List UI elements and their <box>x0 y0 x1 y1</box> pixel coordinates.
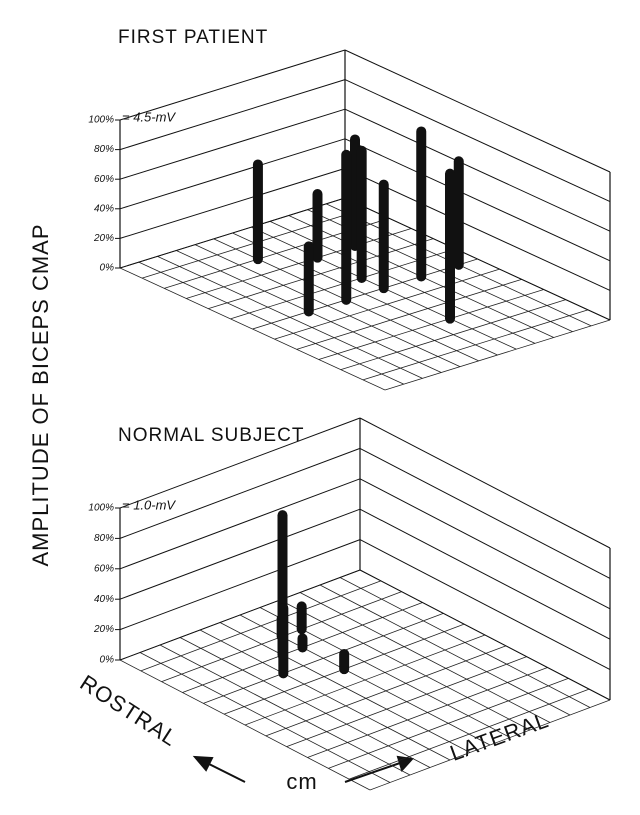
grid-line <box>359 417 611 549</box>
z-tick-label: 0% <box>100 263 115 274</box>
grid-line <box>359 508 611 640</box>
grid-line <box>344 79 611 203</box>
floor-grid <box>139 652 391 783</box>
z-tick-label: 80% <box>94 533 114 544</box>
z-tick-label: 20% <box>93 233 114 244</box>
z-tick-label: 100% <box>88 503 114 514</box>
grid-line <box>119 49 346 121</box>
floor-grid <box>119 659 371 791</box>
floor-grid <box>159 644 411 776</box>
unit-label: cm <box>286 769 317 794</box>
annotation: = 1.0-mV <box>122 497 176 512</box>
floor-grid <box>279 599 531 731</box>
z-tick-label: 100% <box>88 115 114 126</box>
grid-line <box>119 108 346 180</box>
grid-line <box>359 539 611 671</box>
floor-grid <box>194 244 461 368</box>
z-tick-label: 80% <box>94 144 114 155</box>
grid-line <box>359 569 611 701</box>
grid-line <box>359 478 611 610</box>
grid-line <box>359 447 611 579</box>
rostral-label: ROSTRAL <box>76 670 183 751</box>
grid-line <box>344 197 611 321</box>
floor-grid <box>157 255 423 379</box>
floor-grid <box>179 637 431 768</box>
z-tick-label: 60% <box>94 563 114 574</box>
floor-grid <box>119 267 386 391</box>
z-tick-label: 0% <box>100 655 115 666</box>
z-tick-label: 60% <box>94 174 114 185</box>
grid-line <box>119 478 361 570</box>
grid-line <box>344 167 611 291</box>
grid-line <box>119 167 346 239</box>
grid-line <box>119 197 346 269</box>
grid-line <box>119 417 361 509</box>
grid-line <box>344 49 611 173</box>
chart-title: FIRST PATIENT <box>118 27 268 48</box>
floor-grid <box>138 261 404 385</box>
grid-line <box>119 138 346 210</box>
floor-grid <box>219 622 471 753</box>
floor-grid <box>199 629 451 761</box>
grid-line <box>119 539 361 631</box>
floor-grid <box>319 584 571 716</box>
grid-line <box>119 508 361 600</box>
grid-line <box>344 108 611 232</box>
z-tick-label: 40% <box>94 594 114 605</box>
grid-line <box>119 569 361 661</box>
floor-grid <box>299 592 551 723</box>
grid-line <box>119 447 361 539</box>
z-tick-label: 20% <box>93 624 114 635</box>
annotation: = 4.5-mV <box>122 109 176 124</box>
grid-line <box>119 79 346 151</box>
z-tick-label: 40% <box>94 203 114 214</box>
grid-line <box>344 138 611 262</box>
floor-grid <box>232 232 498 356</box>
floor-grid <box>339 577 591 708</box>
axis-label: AMPLITUDE OF BICEPS CMAP <box>28 223 53 566</box>
chart-title: NORMAL SUBJECT <box>118 425 304 446</box>
